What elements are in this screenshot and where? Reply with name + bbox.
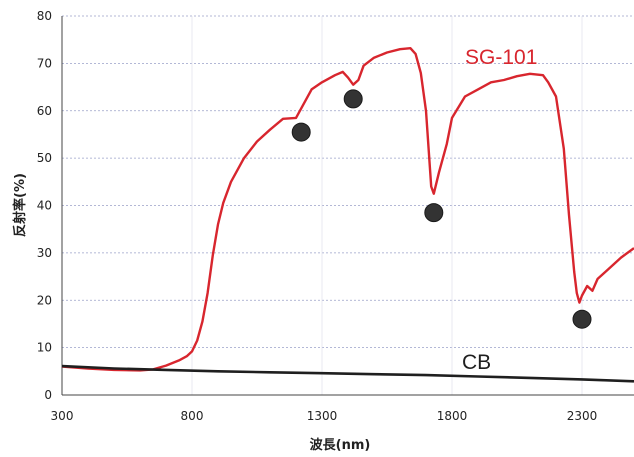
x-axis-title: 波長(nm) [310, 437, 371, 453]
series-label-sg101: SG-101 [465, 46, 537, 69]
marker-point-3 [424, 203, 444, 223]
x-tick-300: 300 [51, 409, 74, 423]
x-tick-800: 800 [181, 409, 204, 423]
marker-point-1 [291, 122, 311, 142]
series-lines [61, 47, 634, 383]
marker-point-2 [343, 89, 363, 109]
x-tick-labels: 300 800 1300 1800 2300 [51, 409, 598, 423]
marker-point-4 [572, 309, 592, 329]
series-line-sg101 [61, 47, 634, 372]
y-tick-labels: 0 10 20 30 40 50 60 70 80 [37, 9, 52, 402]
series-label-cb: CB [462, 351, 491, 374]
y-tick-60: 60 [37, 104, 52, 118]
y-tick-40: 40 [37, 199, 52, 213]
y-tick-30: 30 [37, 246, 52, 260]
axes [61, 16, 634, 396]
y-axis-title: 反射率(%) [12, 173, 28, 237]
y-tick-70: 70 [37, 56, 52, 70]
data-markers [291, 89, 592, 329]
y-tick-10: 10 [37, 341, 52, 355]
x-tick-2300: 2300 [567, 409, 598, 423]
y-tick-80: 80 [37, 9, 52, 23]
y-tick-0: 0 [44, 388, 52, 402]
x-tick-1300: 1300 [307, 409, 338, 423]
series-line-cb [61, 364, 634, 383]
y-tick-20: 20 [37, 293, 52, 307]
x-tick-1800: 1800 [437, 409, 468, 423]
gridlines [62, 15, 634, 395]
y-tick-50: 50 [37, 151, 52, 165]
